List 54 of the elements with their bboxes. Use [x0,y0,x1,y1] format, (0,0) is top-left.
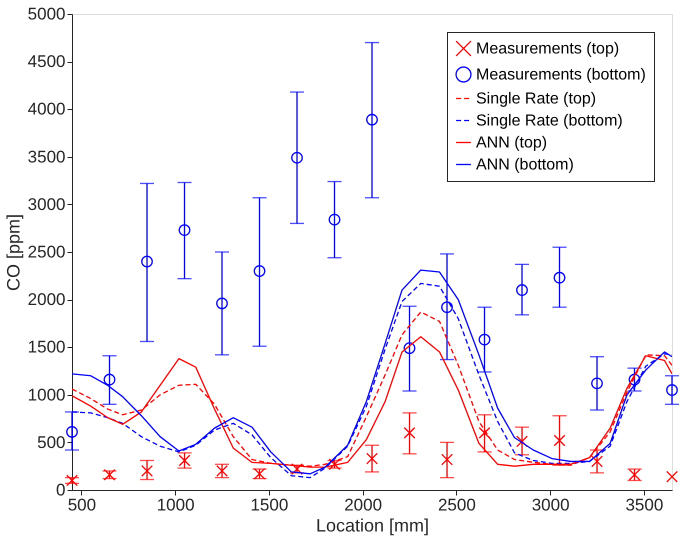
y-tick-label: 1000 [28,385,66,404]
x-tick-label: 2000 [344,496,382,514]
point [104,374,116,386]
y-tick-label: 2500 [28,242,66,262]
x-tick-label: 1000 [156,496,195,514]
y-tick-label: 2000 [28,290,66,310]
legend-label: Measurements (bottom) [476,66,646,84]
legend-label: ANN (bottom) [476,156,574,174]
point [666,384,678,396]
point [516,284,528,296]
point [291,152,303,164]
y-tick-label: 5000 [28,4,66,24]
y-tick-label: 4500 [28,52,66,72]
point [628,374,640,386]
x-tick-label: 3000 [532,496,570,514]
y-tick-label: 1500 [28,338,66,357]
point [441,454,453,466]
y-tick-label: 3000 [28,194,66,214]
point [441,301,453,314]
point [366,114,378,126]
point [178,454,190,466]
point [591,377,603,390]
legend-label: Measurements (top) [476,40,620,58]
y-tick-label: 500 [37,432,66,452]
point [328,214,340,226]
point [178,224,190,236]
point [478,334,490,346]
legend-label: Single Rate (bottom) [476,112,623,130]
point [216,298,228,310]
x-tick-label: 1500 [250,496,288,514]
y-tick-label: 0 [56,480,66,500]
point [366,452,378,464]
point [141,256,153,268]
x-tick-label: 500 [68,496,96,514]
y-axis-title: CO [ppm] [4,214,24,292]
x-axis-title: Location [mm] [316,516,430,536]
point [404,426,416,439]
point [591,456,603,468]
point [478,426,490,439]
x-tick-label: 2500 [438,496,476,514]
point [666,470,678,483]
point [404,342,416,354]
point [141,465,153,477]
legend-label: ANN (top) [476,134,548,152]
point [66,474,78,486]
legend-label: Single Rate (top) [476,90,596,108]
point [254,265,266,277]
x-tick-label: 3500 [625,496,664,514]
y-tick-label: 3500 [28,147,66,166]
point [516,436,528,448]
point [554,434,566,446]
point [554,272,566,284]
point [66,426,78,438]
y-tick-label: 4000 [28,100,66,119]
